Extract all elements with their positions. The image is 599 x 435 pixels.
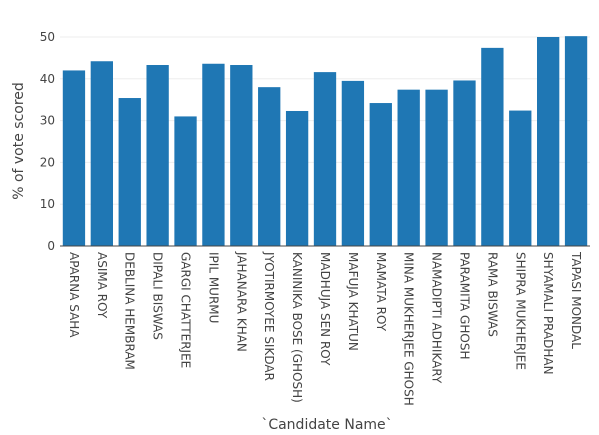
x-tick-label: RAMA BISWAS <box>485 252 499 337</box>
x-tick-label: JYOTIRMOYEE SIKDAR <box>262 251 276 381</box>
bar[interactable] <box>230 65 253 246</box>
bar[interactable] <box>258 87 281 246</box>
bar[interactable] <box>174 116 197 246</box>
x-tick-labels: APARNA SAHA ASIMA ROY DEBLINA HEMBRAM DIPAL… <box>67 251 583 406</box>
x-tick-label: MADHUJA SEN ROY <box>318 252 332 366</box>
bar[interactable] <box>285 110 309 247</box>
y-axis-title: % of vote scored <box>11 82 27 200</box>
x-tick-label: ASIMA ROY <box>95 252 109 319</box>
bar[interactable] <box>118 98 141 246</box>
x-tick-label: TAPASI MONDAL <box>569 251 583 349</box>
x-tick-label: MAFUJA KHATUN <box>346 252 360 351</box>
bar[interactable] <box>369 103 392 246</box>
x-tick-label: DEBLINA HEMBRAM <box>123 252 137 370</box>
bar[interactable] <box>453 80 476 246</box>
x-tick-label: PARAMITA GHOSH <box>457 252 471 359</box>
y-tick-label: 50 <box>40 30 55 44</box>
bar[interactable] <box>397 89 420 246</box>
bar[interactable] <box>564 36 588 246</box>
bar[interactable] <box>313 72 337 246</box>
bar[interactable] <box>62 70 86 246</box>
x-tick-label: MAMATA ROY <box>374 252 388 332</box>
x-tick-label: NAMADIPTI ADHIKARY <box>430 252 444 384</box>
x-tick-label: SHIPRA MUKHERJEE <box>513 252 527 370</box>
y-tick-label: 40 <box>40 72 55 86</box>
x-tick-label: SHYAMALI PRADHAN <box>541 252 555 375</box>
x-tick-label: KANINIKA BOSE (GHOSH) <box>290 252 304 403</box>
y-tick-labels: 0 10 20 30 40 50 <box>40 30 55 253</box>
y-tick-label: 10 <box>40 197 55 211</box>
bar[interactable] <box>341 80 365 246</box>
x-tick-label: GARGI CHATTERJEE <box>179 252 193 368</box>
bar[interactable] <box>202 63 225 246</box>
bar[interactable] <box>146 65 169 246</box>
bar[interactable] <box>90 61 113 246</box>
x-tick-label: JAHANARA KHAN <box>234 251 248 352</box>
x-tick-label: DIPALI BISWAS <box>151 252 165 340</box>
bar[interactable] <box>425 89 448 246</box>
y-tick-label: 0 <box>47 239 55 253</box>
bar-layer <box>62 36 588 247</box>
bar[interactable] <box>509 110 532 247</box>
bar[interactable] <box>537 37 560 246</box>
x-tick-label: MINA MUKHERJEE GHOSH <box>402 252 416 406</box>
x-axis-title: `Candidate Name` <box>261 417 392 433</box>
x-tick-label: APARNA SAHA <box>67 252 81 338</box>
y-tick-label: 20 <box>40 155 55 169</box>
bar[interactable] <box>481 47 504 247</box>
y-tick-label: 30 <box>40 114 55 128</box>
x-tick-label: IPIL MURMU <box>206 252 220 323</box>
